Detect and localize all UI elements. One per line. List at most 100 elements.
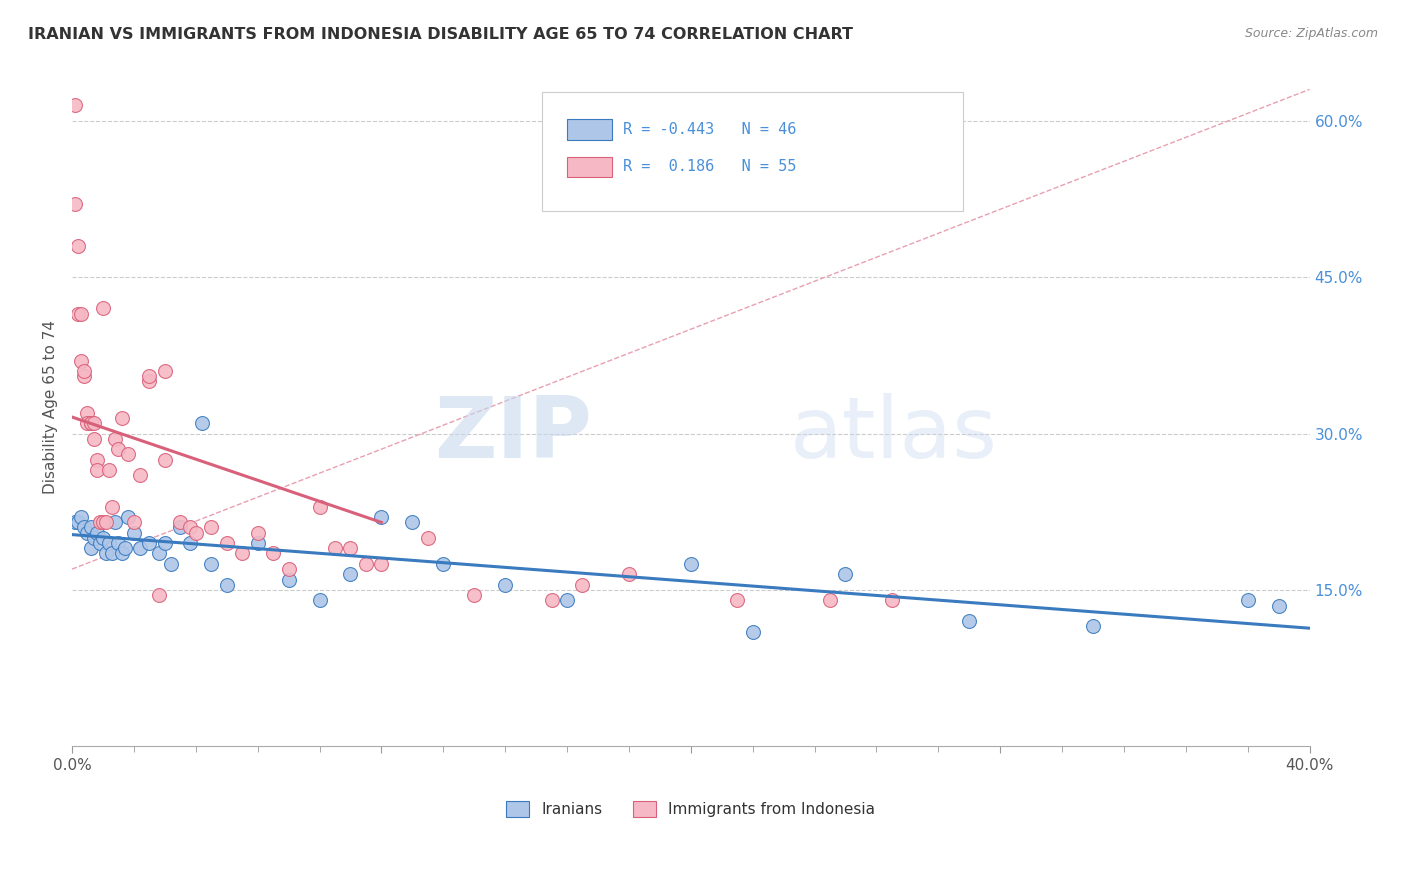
Point bbox=[494, 578, 516, 592]
Point bbox=[138, 375, 160, 389]
Point bbox=[122, 525, 145, 540]
Point bbox=[83, 416, 105, 430]
Point bbox=[169, 520, 191, 534]
Point bbox=[1236, 593, 1258, 607]
Point bbox=[86, 452, 108, 467]
Point bbox=[957, 614, 980, 628]
Point bbox=[70, 353, 93, 368]
Point bbox=[67, 515, 90, 529]
Point bbox=[67, 307, 90, 321]
Point bbox=[122, 515, 145, 529]
Point bbox=[160, 557, 183, 571]
Point bbox=[370, 557, 392, 571]
Point bbox=[200, 557, 222, 571]
Point bbox=[110, 546, 132, 560]
Point bbox=[98, 463, 121, 477]
Point bbox=[246, 536, 269, 550]
Point bbox=[63, 197, 86, 211]
Point bbox=[432, 557, 454, 571]
Point bbox=[184, 525, 207, 540]
Point bbox=[89, 515, 111, 529]
Point bbox=[215, 536, 238, 550]
Point bbox=[110, 410, 132, 425]
FancyBboxPatch shape bbox=[543, 92, 963, 211]
Point bbox=[104, 432, 127, 446]
Point bbox=[79, 541, 101, 556]
Point bbox=[91, 531, 114, 545]
Point bbox=[94, 546, 117, 560]
FancyBboxPatch shape bbox=[567, 120, 612, 140]
Point bbox=[741, 624, 763, 639]
Point bbox=[571, 578, 593, 592]
Point bbox=[200, 520, 222, 534]
Point bbox=[70, 510, 93, 524]
Text: ZIP: ZIP bbox=[434, 393, 592, 476]
Point bbox=[153, 536, 176, 550]
Point bbox=[63, 98, 86, 112]
Point bbox=[262, 546, 284, 560]
Legend: Iranians, Immigrants from Indonesia: Iranians, Immigrants from Indonesia bbox=[501, 795, 882, 823]
Point bbox=[179, 536, 201, 550]
Point bbox=[91, 515, 114, 529]
Point bbox=[725, 593, 748, 607]
Point bbox=[339, 541, 361, 556]
Point bbox=[679, 557, 702, 571]
Text: Source: ZipAtlas.com: Source: ZipAtlas.com bbox=[1244, 27, 1378, 40]
Point bbox=[179, 520, 201, 534]
Point bbox=[540, 593, 562, 607]
Point bbox=[129, 468, 152, 483]
Point bbox=[339, 567, 361, 582]
Point bbox=[169, 515, 191, 529]
Point bbox=[153, 364, 176, 378]
Point bbox=[138, 369, 160, 384]
Point bbox=[148, 546, 170, 560]
FancyBboxPatch shape bbox=[567, 157, 612, 177]
Point bbox=[401, 515, 423, 529]
Point bbox=[79, 416, 101, 430]
Point bbox=[73, 364, 96, 378]
Point bbox=[416, 531, 439, 545]
Point bbox=[277, 562, 299, 576]
Point bbox=[63, 515, 86, 529]
Point bbox=[86, 463, 108, 477]
Point bbox=[79, 520, 101, 534]
Point bbox=[277, 573, 299, 587]
Point bbox=[246, 525, 269, 540]
Point bbox=[231, 546, 253, 560]
Point bbox=[79, 416, 101, 430]
Point bbox=[153, 452, 176, 467]
Point bbox=[83, 531, 105, 545]
Text: atlas: atlas bbox=[790, 393, 998, 476]
Point bbox=[555, 593, 578, 607]
Point bbox=[370, 510, 392, 524]
Point bbox=[101, 500, 124, 514]
Point bbox=[107, 442, 129, 457]
Point bbox=[191, 416, 214, 430]
Point bbox=[76, 525, 98, 540]
Point bbox=[834, 567, 856, 582]
Point bbox=[117, 510, 139, 524]
Point bbox=[73, 369, 96, 384]
Point bbox=[73, 520, 96, 534]
Point bbox=[67, 239, 90, 253]
Point bbox=[89, 536, 111, 550]
Point bbox=[117, 447, 139, 461]
Point bbox=[138, 536, 160, 550]
Point bbox=[308, 500, 330, 514]
Point bbox=[98, 536, 121, 550]
Point bbox=[91, 301, 114, 316]
Point bbox=[308, 593, 330, 607]
Y-axis label: Disability Age 65 to 74: Disability Age 65 to 74 bbox=[44, 320, 58, 494]
Point bbox=[818, 593, 841, 607]
Point bbox=[323, 541, 346, 556]
Point bbox=[880, 593, 903, 607]
Point bbox=[86, 525, 108, 540]
Point bbox=[129, 541, 152, 556]
Point bbox=[107, 536, 129, 550]
Point bbox=[114, 541, 136, 556]
Point bbox=[76, 406, 98, 420]
Point bbox=[83, 432, 105, 446]
Point bbox=[104, 515, 127, 529]
Point bbox=[148, 588, 170, 602]
Text: IRANIAN VS IMMIGRANTS FROM INDONESIA DISABILITY AGE 65 TO 74 CORRELATION CHART: IRANIAN VS IMMIGRANTS FROM INDONESIA DIS… bbox=[28, 27, 853, 42]
